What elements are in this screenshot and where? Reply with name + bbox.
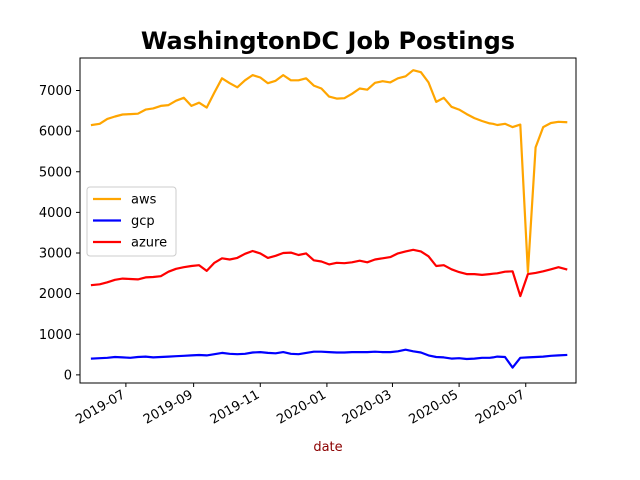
legend-box [86, 186, 177, 257]
legend-label-azure: azure [131, 236, 167, 251]
series-line-gcp [90, 348, 568, 369]
legend: aws gcp azure [86, 186, 177, 257]
y-tick-label: 7000 [39, 84, 72, 99]
y-tick-label: 5000 [39, 165, 72, 180]
series-line-azure [90, 248, 568, 298]
legend-label-aws: aws [131, 193, 157, 208]
y-tick-label: 1000 [39, 328, 72, 343]
legend-label-gcp: gcp [131, 214, 155, 229]
axes-frame [79, 57, 577, 384]
y-tick-label: 6000 [39, 125, 72, 140]
y-tick-label: 0 [64, 368, 72, 383]
y-tick-label: 3000 [39, 247, 72, 262]
x-axis-label: date [313, 440, 342, 455]
y-tick-label: 4000 [39, 206, 72, 221]
chart-title: WashingtonDC Job Postings [141, 27, 515, 55]
y-tick-label: 2000 [39, 287, 72, 302]
series-line-aws [90, 69, 568, 274]
